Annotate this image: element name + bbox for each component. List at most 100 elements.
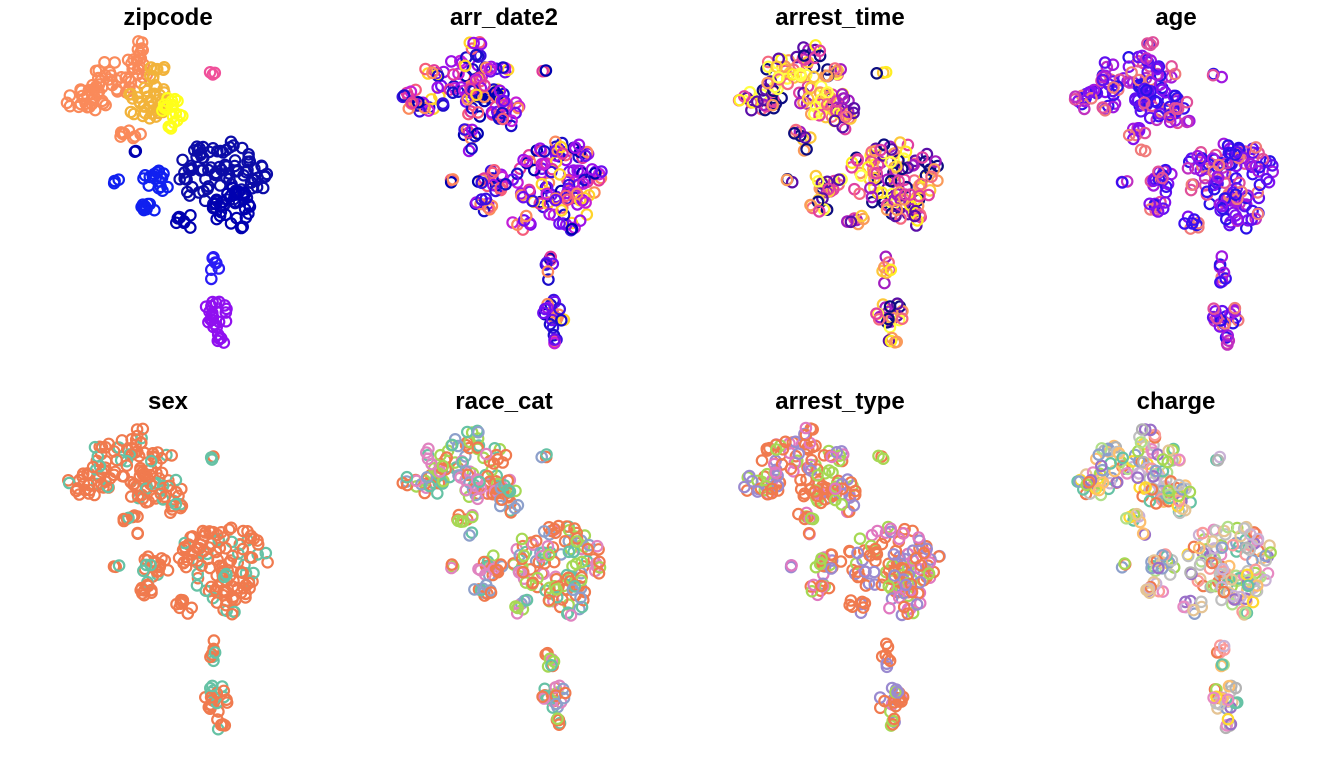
data-point bbox=[1092, 448, 1106, 461]
data-point bbox=[901, 607, 914, 620]
data-point bbox=[180, 173, 193, 186]
data-point bbox=[214, 331, 228, 345]
data-point bbox=[1180, 95, 1194, 109]
data-point bbox=[895, 162, 909, 176]
data-point bbox=[880, 657, 893, 670]
data-point bbox=[1182, 549, 1195, 563]
data-point bbox=[914, 177, 928, 191]
data-point bbox=[234, 565, 248, 579]
data-point bbox=[1177, 102, 1191, 115]
data-point bbox=[190, 579, 204, 592]
data-point bbox=[463, 529, 476, 542]
data-point bbox=[1172, 494, 1186, 508]
data-point bbox=[107, 176, 121, 190]
data-point bbox=[885, 572, 899, 586]
data-point bbox=[859, 565, 872, 579]
panel-title: charge bbox=[1137, 388, 1216, 415]
data-point bbox=[1240, 222, 1253, 235]
panel-arrest-time: arrest_time bbox=[732, 4, 944, 349]
data-point bbox=[568, 522, 581, 535]
data-point bbox=[844, 215, 858, 229]
data-point bbox=[1215, 70, 1228, 84]
data-point bbox=[512, 565, 526, 579]
data-point bbox=[556, 147, 569, 160]
data-point bbox=[733, 93, 746, 107]
data-point bbox=[447, 68, 460, 81]
data-point bbox=[897, 600, 911, 614]
panel-arr-date2: arr_date2 bbox=[396, 4, 608, 350]
data-point bbox=[444, 55, 458, 68]
data-point bbox=[1133, 515, 1147, 529]
data-point bbox=[798, 131, 812, 144]
data-point bbox=[526, 538, 540, 551]
data-point bbox=[1156, 171, 1169, 185]
data-point bbox=[807, 107, 821, 121]
data-point bbox=[1122, 128, 1136, 142]
data-point bbox=[205, 453, 219, 466]
data-point bbox=[799, 421, 813, 435]
data-point bbox=[237, 169, 250, 182]
data-point bbox=[206, 201, 220, 215]
data-point bbox=[546, 321, 560, 334]
data-point bbox=[217, 684, 231, 698]
data-point bbox=[1169, 101, 1182, 115]
data-point bbox=[891, 580, 904, 594]
data-point bbox=[436, 459, 450, 473]
data-point bbox=[835, 88, 849, 101]
data-point bbox=[1193, 558, 1207, 571]
data-point bbox=[847, 102, 861, 115]
data-point bbox=[146, 72, 160, 85]
data-point bbox=[157, 61, 171, 74]
data-point bbox=[1151, 68, 1165, 81]
data-point bbox=[1218, 192, 1232, 205]
data-point bbox=[136, 422, 150, 436]
data-point bbox=[123, 88, 136, 101]
data-point bbox=[508, 501, 522, 515]
data-point bbox=[122, 511, 135, 525]
data-point bbox=[1181, 162, 1195, 175]
data-point bbox=[1237, 522, 1251, 535]
data-point bbox=[551, 712, 564, 725]
data-point bbox=[501, 483, 515, 497]
data-point bbox=[1225, 573, 1238, 586]
data-point bbox=[110, 453, 123, 467]
data-point bbox=[108, 56, 121, 69]
data-point bbox=[562, 545, 576, 559]
data-point bbox=[443, 83, 456, 96]
data-point bbox=[1116, 451, 1129, 465]
data-point bbox=[225, 607, 239, 621]
data-point bbox=[239, 578, 253, 592]
data-point bbox=[863, 549, 877, 562]
data-point bbox=[593, 561, 607, 574]
data-point bbox=[559, 189, 573, 203]
data-point bbox=[1207, 302, 1220, 315]
data-point bbox=[458, 59, 472, 73]
data-point bbox=[1229, 696, 1242, 710]
data-point bbox=[509, 600, 522, 613]
data-point bbox=[1080, 478, 1093, 492]
data-point bbox=[1195, 600, 1208, 614]
data-point bbox=[565, 216, 579, 230]
data-point bbox=[769, 466, 783, 479]
data-point bbox=[1187, 603, 1200, 617]
data-point bbox=[925, 170, 938, 183]
data-point bbox=[886, 714, 899, 728]
data-point bbox=[235, 141, 249, 155]
data-point bbox=[236, 524, 250, 538]
data-point bbox=[486, 178, 500, 192]
data-point bbox=[558, 686, 572, 700]
data-point bbox=[834, 555, 848, 568]
data-point bbox=[145, 454, 158, 468]
data-point bbox=[452, 67, 465, 80]
data-point bbox=[226, 549, 239, 563]
data-point bbox=[1205, 556, 1219, 570]
data-point bbox=[466, 63, 479, 76]
data-point bbox=[89, 463, 103, 476]
data-point bbox=[916, 151, 929, 164]
data-point bbox=[1176, 502, 1189, 516]
data-point bbox=[750, 95, 764, 108]
data-point bbox=[205, 312, 218, 326]
data-point bbox=[1185, 178, 1199, 191]
data-point bbox=[519, 209, 533, 223]
data-point bbox=[1250, 579, 1264, 592]
